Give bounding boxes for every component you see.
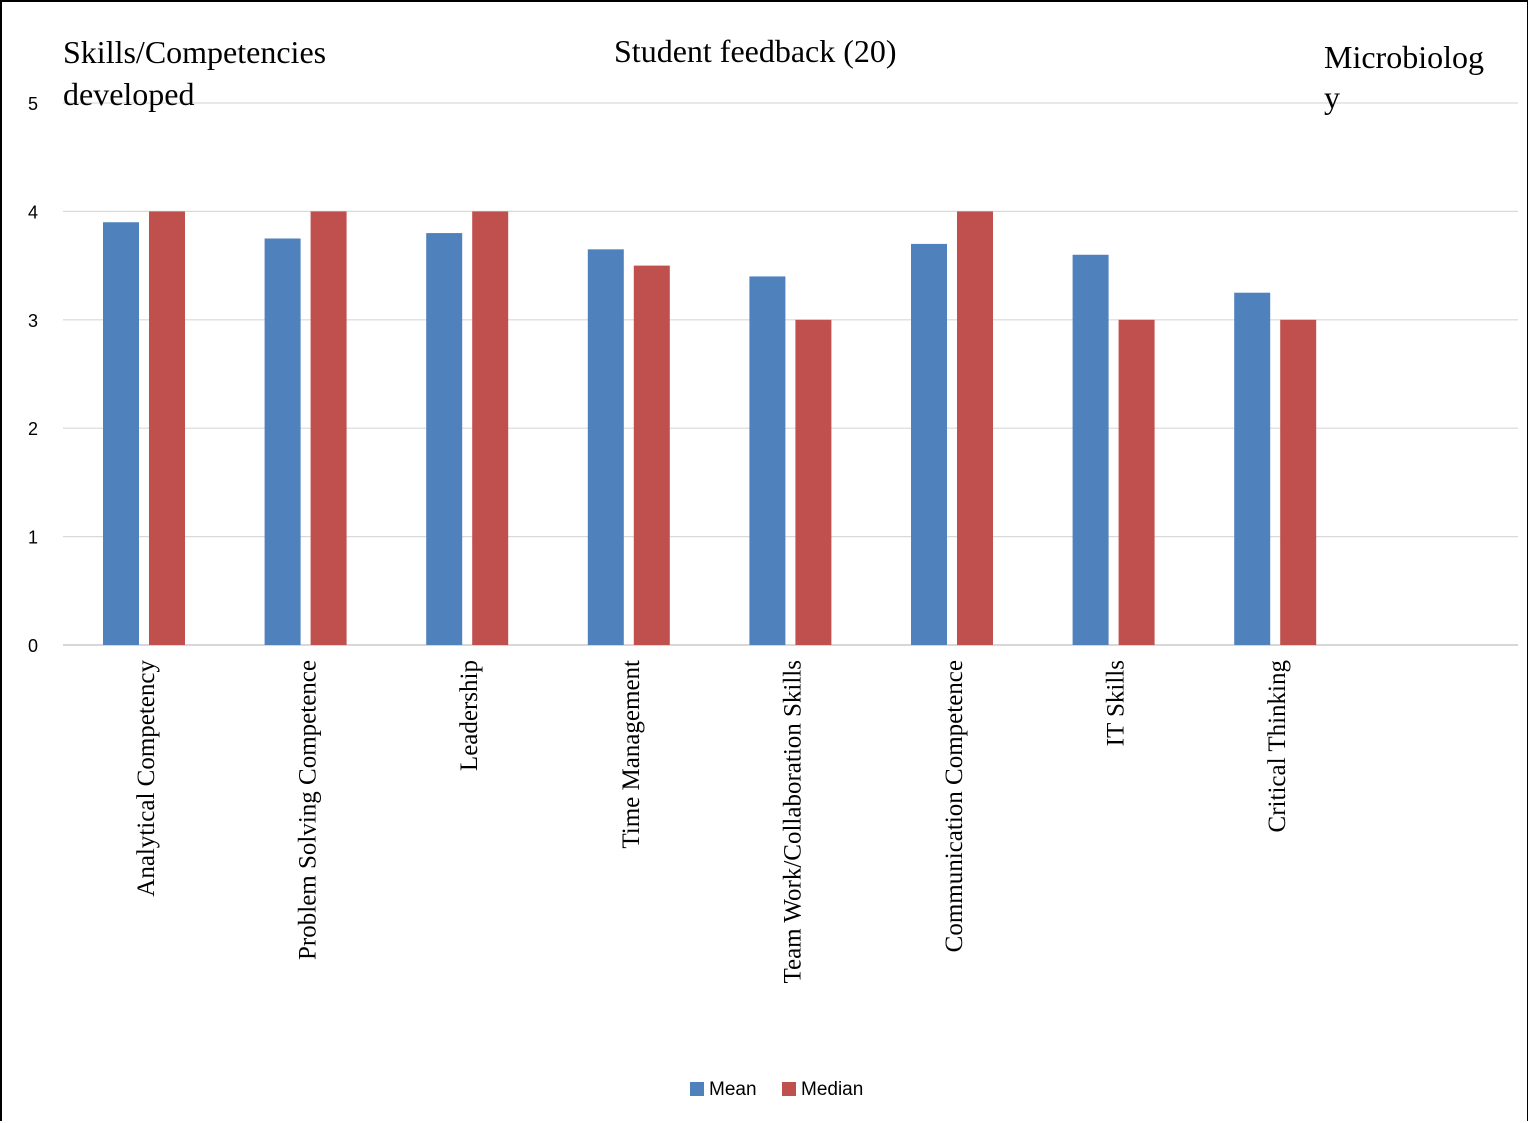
bar-mean-7 <box>1234 292 1271 645</box>
bar-mean-0 <box>103 222 139 646</box>
legend: Mean Median <box>690 1079 863 1100</box>
bar-median-6 <box>1118 319 1155 645</box>
bar-median-5 <box>957 211 993 645</box>
x-tick-label: Critical Thinking <box>1264 660 1291 833</box>
x-tick-label: Time Management <box>618 660 645 849</box>
bar-median-4 <box>795 319 832 645</box>
legend-label-median: Median <box>801 1079 863 1100</box>
y-tick-label: 4 <box>28 202 38 222</box>
x-tick-label: Team Work/Collaboration Skills <box>779 660 806 984</box>
bars <box>103 211 1317 646</box>
bar-median-1 <box>310 211 347 645</box>
bar-mean-1 <box>264 238 301 645</box>
x-tick-label: Problem Solving Competence <box>295 660 322 960</box>
header-right-line1: Microbiolog <box>1324 39 1484 75</box>
bar-median-7 <box>1280 319 1317 645</box>
bar-mean-6 <box>1072 254 1109 645</box>
bar-median-2 <box>472 211 509 645</box>
legend-swatch-median <box>782 1082 796 1096</box>
legend-swatch-mean <box>690 1082 704 1096</box>
bar-median-3 <box>633 265 670 645</box>
x-tick-label: IT Skills <box>1103 660 1130 746</box>
header-left-line1: Skills/Competencies <box>63 34 326 70</box>
chart-title: Student feedback (20) <box>614 33 897 69</box>
y-tick-label: 2 <box>28 419 38 439</box>
y-tick-label: 5 <box>28 94 38 114</box>
y-tick-label: 0 <box>28 636 38 656</box>
x-tick-label: Communication Competence <box>941 660 968 952</box>
y-tick-label: 1 <box>28 528 38 548</box>
legend-label-mean: Mean <box>709 1079 757 1100</box>
x-axis-labels: Analytical Competency Problem Solving Com… <box>133 660 1291 984</box>
header-left-line2: developed <box>63 76 195 112</box>
bar-mean-5 <box>911 243 947 646</box>
gridlines <box>63 102 1518 646</box>
x-tick-label: Leadership <box>456 660 483 771</box>
bar-mean-3 <box>587 249 624 645</box>
y-axis-ticks: 0 1 2 3 4 5 <box>28 94 38 656</box>
header-right-line2: y <box>1324 79 1340 115</box>
x-tick-label: Analytical Competency <box>133 660 160 897</box>
bar-mean-2 <box>426 233 463 645</box>
y-tick-label: 3 <box>28 311 38 331</box>
bar-median-0 <box>149 211 185 645</box>
bar-mean-4 <box>749 276 786 645</box>
